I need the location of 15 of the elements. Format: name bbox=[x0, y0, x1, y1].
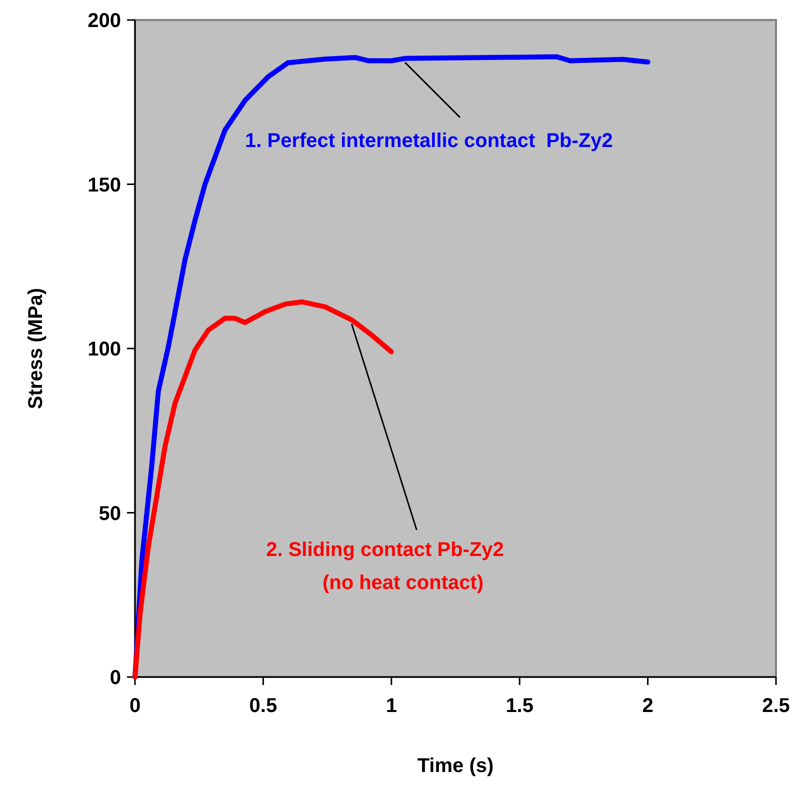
x-tick-label: 2 bbox=[642, 695, 654, 717]
x-tick-label: 0.5 bbox=[249, 695, 278, 717]
x-tick-label: 1 bbox=[386, 695, 397, 717]
x-tick-label: 2.5 bbox=[762, 695, 790, 717]
y-axis-title: Stress (MPa) bbox=[25, 288, 47, 410]
annotation: 1. Perfect intermetallic contact Pb-Zy2 bbox=[245, 130, 613, 152]
y-tick-label: 200 bbox=[88, 10, 121, 32]
y-tick-label: 50 bbox=[98, 502, 121, 525]
x-tick-label: 1.5 bbox=[506, 695, 534, 717]
x-tick-label: 0 bbox=[129, 695, 141, 717]
annotation: 2. Sliding contact Pb-Zy2 (no heat contact) bbox=[266, 539, 504, 594]
y-tick-label: 0 bbox=[110, 667, 121, 689]
y-tick-label: 150 bbox=[88, 174, 121, 196]
y-tick-label: 100 bbox=[88, 338, 121, 360]
x-axis-title: Time (s) bbox=[417, 755, 494, 777]
